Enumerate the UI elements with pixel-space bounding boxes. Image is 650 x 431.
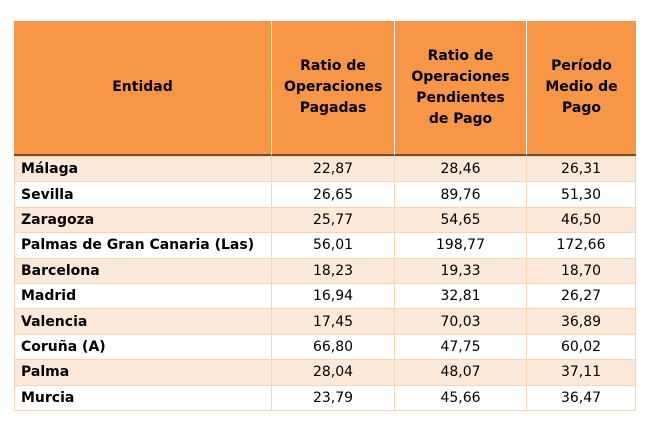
ratio-pendientes-cell: 47,75: [395, 333, 527, 360]
header-entidad-label: Entidad: [112, 79, 173, 95]
ratio-pagadas-cell: 16,94: [272, 282, 395, 309]
ratio-pagadas-cell: 25,77: [272, 206, 395, 233]
table-row: Murcia 23,79 45,66 36,47: [14, 384, 636, 411]
ratio-pagadas-cell: 56,01: [272, 232, 395, 258]
header-periodo-medio-pago: Período Medio de Pago: [527, 21, 636, 156]
header-ratio-operaciones-pagadas: Ratio de Operaciones Pagadas: [272, 21, 395, 156]
ratio-pagadas-cell: 66,80: [272, 333, 395, 360]
entidad-cell: Palma: [14, 359, 272, 385]
table-row: Sevilla 26,65 89,76 51,30: [14, 181, 636, 207]
periodo-medio-cell: 26,27: [527, 282, 636, 309]
table-row: Coruña (A) 66,80 47,75 60,02: [14, 333, 636, 360]
periodo-medio-cell: 46,50: [527, 206, 636, 233]
header-periodo-medio-pago-label: Período Medio de Pago: [545, 58, 618, 116]
table-row: Palmas de Gran Canaria (Las) 56,01 198,77 1…: [14, 232, 636, 258]
ratio-pendientes-cell: 54,65: [395, 206, 527, 233]
table-row: Zaragoza 25,77 54,65 46,50: [14, 206, 636, 233]
periodo-medio-cell: 18,70: [527, 257, 636, 283]
ratio-pendientes-cell: 32,81: [395, 282, 527, 309]
table-header: Entidad Ratio de Operaciones Pagadas Rat…: [14, 21, 636, 156]
table-row: Valencia 17,45 70,03 36,89: [14, 308, 636, 334]
header-ratio-operaciones-pendientes-label: Ratio de Operaciones Pendientes de Pago: [411, 47, 510, 127]
table-row: Barcelona 18,23 19,33 18,70: [14, 257, 636, 283]
entidad-cell: Murcia: [14, 384, 272, 411]
periodo-medio-cell: 26,31: [527, 156, 636, 182]
header-ratio-operaciones-pagadas-label: Ratio de Operaciones Pagadas: [284, 58, 383, 116]
ratio-pendientes-cell: 28,46: [395, 156, 527, 182]
ratio-pagadas-cell: 23,79: [272, 384, 395, 411]
header-entidad: Entidad: [14, 21, 272, 156]
periodo-medio-cell: 60,02: [527, 333, 636, 360]
entidad-cell: Barcelona: [14, 257, 272, 283]
ratio-pagadas-cell: 17,45: [272, 308, 395, 334]
ratio-pagadas-cell: 28,04: [272, 359, 395, 385]
entidad-cell: Valencia: [14, 308, 272, 334]
header-ratio-operaciones-pendientes: Ratio de Operaciones Pendientes de Pago: [395, 21, 527, 156]
ratio-pendientes-cell: 19,33: [395, 257, 527, 283]
periodo-medio-cell: 36,47: [527, 384, 636, 411]
ratio-pendientes-cell: 89,76: [395, 181, 527, 207]
ratio-pagadas-cell: 18,23: [272, 257, 395, 283]
ratio-pagadas-cell: 26,65: [272, 181, 395, 207]
periodo-medio-cell: 51,30: [527, 181, 636, 207]
header-row: Entidad Ratio de Operaciones Pagadas Rat…: [14, 21, 636, 156]
table-row: Málaga 22,87 28,46 26,31: [14, 156, 636, 182]
ratio-pendientes-cell: 70,03: [395, 308, 527, 334]
entidad-cell: Madrid: [14, 282, 272, 309]
table-body: Málaga 22,87 28,46 26,31 Sevilla 26,65 89,76 51…: [14, 156, 636, 411]
entidad-cell: Málaga: [14, 156, 272, 182]
periodo-medio-cell: 37,11: [527, 359, 636, 385]
payment-ratios-table: Entidad Ratio de Operaciones Pagadas Rat…: [14, 21, 636, 411]
entidad-cell: Sevilla: [14, 181, 272, 207]
ratio-pendientes-cell: 45,66: [395, 384, 527, 411]
ratio-pendientes-cell: 48,07: [395, 359, 527, 385]
entidad-cell: Zaragoza: [14, 206, 272, 233]
entidad-cell: Palmas de Gran Canaria (Las): [14, 232, 272, 258]
table-row: Madrid 16,94 32,81 26,27: [14, 282, 636, 309]
ratio-pendientes-cell: 198,77: [395, 232, 527, 258]
entidad-cell: Coruña (A): [14, 333, 272, 360]
ratio-pagadas-cell: 22,87: [272, 156, 395, 182]
periodo-medio-cell: 172,66: [527, 232, 636, 258]
table-row: Palma 28,04 48,07 37,11: [14, 359, 636, 385]
periodo-medio-cell: 36,89: [527, 308, 636, 334]
